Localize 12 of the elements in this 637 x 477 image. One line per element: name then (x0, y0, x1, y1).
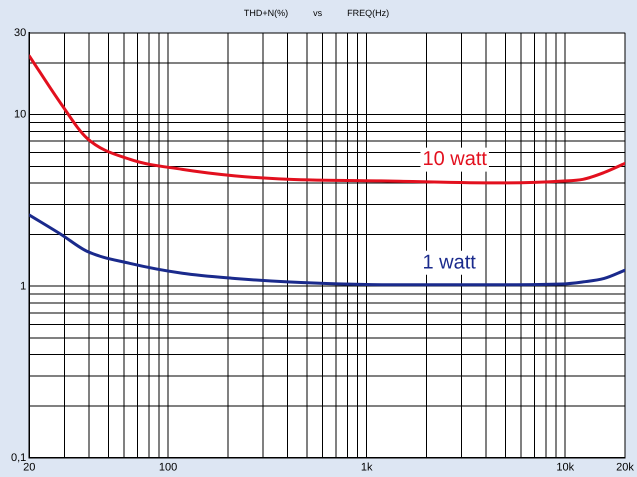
x-tick-label: 20k (616, 461, 634, 474)
chart-title: THD+N(%) vs FREQ(Hz) (244, 8, 390, 18)
y-tick-label: 30 (14, 26, 26, 39)
y-tick-label: 10 (14, 108, 26, 121)
x-tick-label: 100 (158, 461, 178, 474)
x-tick-label: 1k (360, 461, 373, 474)
x-tick-label: 20 (23, 461, 36, 474)
x-tick-label: 10k (556, 461, 575, 474)
series-label: 1 watt (422, 251, 476, 274)
y-tick-label: 0,1 (10, 452, 26, 464)
y-tick-label: 1 (20, 280, 26, 292)
series-label: 10 watt (422, 148, 488, 170)
